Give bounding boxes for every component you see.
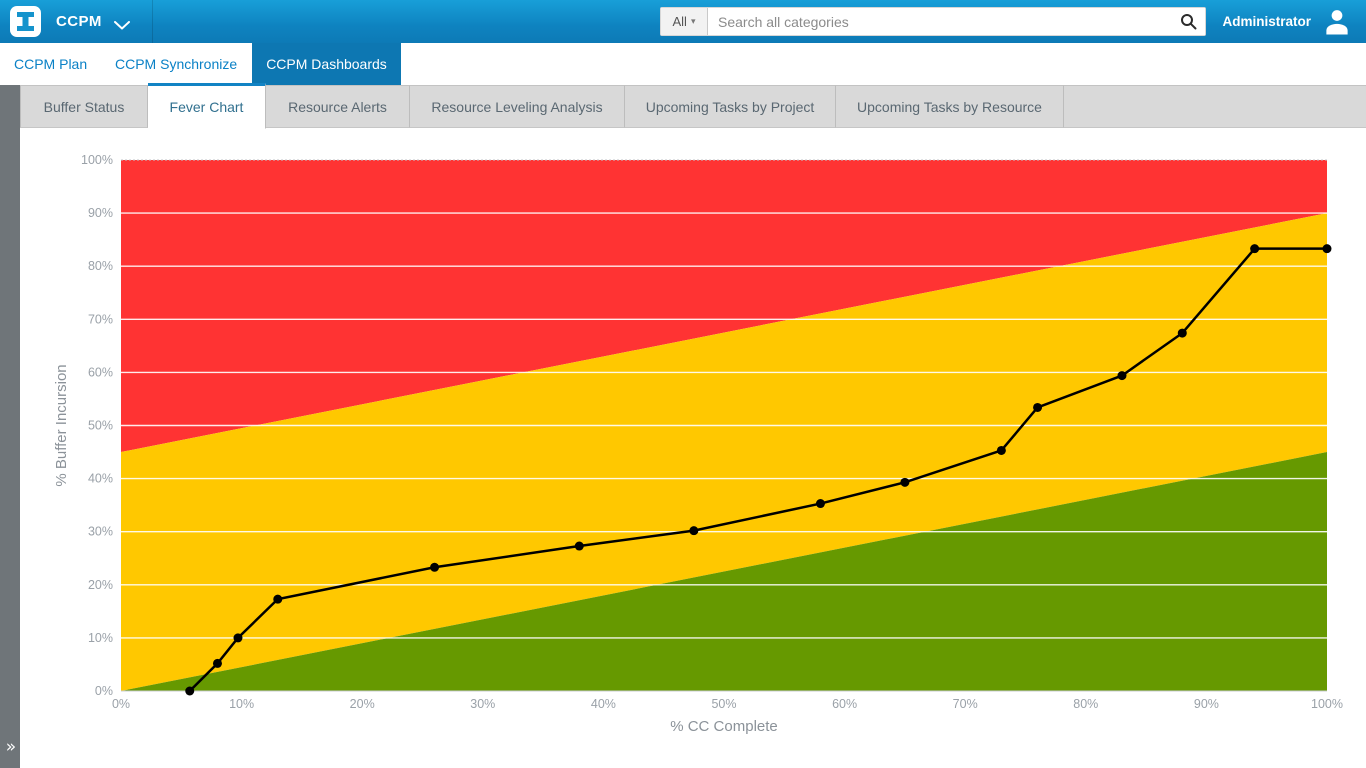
data-point <box>1033 402 1043 412</box>
data-point <box>212 658 222 668</box>
y-tick-label: 60% <box>88 365 113 379</box>
data-point <box>689 526 699 536</box>
x-tick-label: 60% <box>832 697 857 711</box>
y-tick-label: 100% <box>81 153 113 167</box>
topbar-divider <box>152 0 153 43</box>
zone-red <box>121 160 1327 453</box>
x-tick-label: 50% <box>711 697 736 711</box>
data-point <box>273 594 283 604</box>
user-name[interactable]: Administrator <box>1222 14 1311 29</box>
search-category-dropdown[interactable]: All ▾ <box>661 8 708 35</box>
user-avatar-icon[interactable] <box>1322 7 1352 37</box>
i-beam-logo-glyph <box>17 12 34 31</box>
main-menu-bar: CCPM Plan CCPM Synchronize CCPM Dashboar… <box>0 43 1366 85</box>
y-tick-label: 30% <box>88 525 113 539</box>
x-tick-label: 30% <box>470 697 495 711</box>
x-tick-label: 100% <box>1311 697 1343 711</box>
app-logo-icon[interactable] <box>10 6 41 37</box>
search-bar: All ▾ <box>660 7 1206 36</box>
data-point <box>574 541 584 551</box>
search-icon <box>1180 14 1196 30</box>
menu-item-ccpm-dashboards[interactable]: CCPM Dashboards <box>252 43 401 85</box>
data-point <box>430 562 440 572</box>
tab-upcoming-tasks-by-project[interactable]: Upcoming Tasks by Project <box>625 85 836 128</box>
chevron-down-icon[interactable] <box>114 17 130 35</box>
expand-panel-icon[interactable]: » <box>5 737 17 757</box>
y-tick-label: 10% <box>88 631 113 645</box>
tab-buffer-status[interactable]: Buffer Status <box>20 85 148 128</box>
collapsed-side-panel[interactable]: » <box>0 85 20 768</box>
tab-fever-chart[interactable]: Fever Chart <box>148 83 266 129</box>
y-tick-label: 90% <box>88 206 113 220</box>
fever-chart: 0% 10% 20% 30% 40% 50% 60% 70% 80% 90% 100% 0% 10% 20… <box>53 153 1343 735</box>
x-tick-label: 70% <box>953 697 978 711</box>
data-point <box>1117 371 1127 381</box>
data-point <box>185 686 195 696</box>
data-point <box>900 477 910 487</box>
zone-green <box>121 452 1327 691</box>
x-tick-label: 0% <box>112 697 130 711</box>
y-tick-label: 0% <box>95 684 113 698</box>
top-bar: CCPM All ▾ Administrator <box>0 0 1366 43</box>
y-tick-label: 20% <box>88 578 113 592</box>
menu-item-ccpm-synchronize[interactable]: CCPM Synchronize <box>115 56 238 72</box>
data-point <box>815 499 825 509</box>
tab-upcoming-tasks-by-resource[interactable]: Upcoming Tasks by Resource <box>836 85 1064 128</box>
app-title[interactable]: CCPM <box>56 13 102 30</box>
x-tick-label: 40% <box>591 697 616 711</box>
x-axis-title: % CC Complete <box>670 718 778 735</box>
fever-chart-panel: 0% 10% 20% 30% 40% 50% 60% 70% 80% 90% 100% 0% 10% 20… <box>20 130 1366 755</box>
y-tick-label: 80% <box>88 259 113 273</box>
x-tick-label: 80% <box>1073 697 1098 711</box>
tab-strip-filler <box>1064 85 1366 128</box>
search-input[interactable] <box>708 8 1171 35</box>
data-point <box>1322 244 1332 254</box>
x-tick-label: 10% <box>229 697 254 711</box>
dashboard-tab-strip: Buffer Status Fever Chart Resource Alert… <box>20 83 1366 129</box>
y-tick-label: 40% <box>88 472 113 486</box>
search-category-label: All <box>672 14 687 29</box>
x-tick-label: 90% <box>1194 697 1219 711</box>
menu-item-ccpm-plan[interactable]: CCPM Plan <box>14 56 88 72</box>
data-point <box>1177 328 1187 338</box>
y-axis-title: % Buffer Incursion <box>53 364 70 486</box>
data-point <box>996 445 1006 455</box>
tab-resource-leveling-analysis[interactable]: Resource Leveling Analysis <box>410 85 625 128</box>
y-tick-label: 50% <box>88 419 113 433</box>
dropdown-caret-icon: ▾ <box>690 16 696 26</box>
data-point <box>1250 244 1260 254</box>
tab-resource-alerts[interactable]: Resource Alerts <box>266 85 410 128</box>
zone-yellow <box>121 213 1327 691</box>
x-tick-label: 20% <box>350 697 375 711</box>
data-point <box>233 633 243 643</box>
y-tick-label: 70% <box>88 312 113 326</box>
search-button[interactable] <box>1171 8 1205 35</box>
